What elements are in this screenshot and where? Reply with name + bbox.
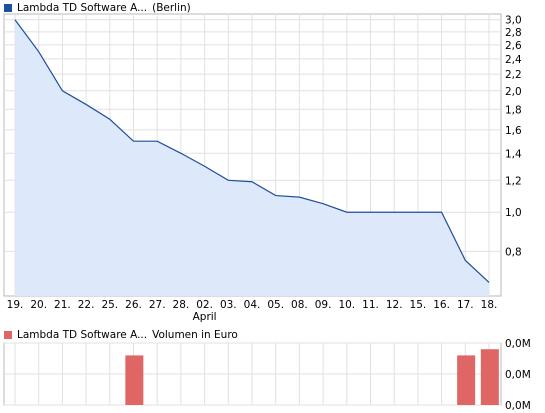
- price-month-label: April: [193, 311, 217, 323]
- price-xtick-label: 12.: [386, 299, 403, 311]
- price-xtick-label: 21.: [54, 299, 71, 311]
- price-legend-suffix: (Berlin): [152, 2, 191, 14]
- price-xtick-label: 16.: [433, 299, 450, 311]
- price-xtick-label: 18.: [481, 299, 498, 311]
- price-xtick-label: 22.: [78, 299, 95, 311]
- volume-ytick-label: 0,0M: [505, 369, 531, 381]
- price-ytick-label: 2,2: [505, 69, 522, 81]
- volume-legend: Lambda TD Software A... Volumen in Euro: [4, 328, 238, 342]
- price-ytick-label: 2,0: [505, 86, 522, 98]
- volume-ytick-label: 0,0M: [505, 400, 531, 412]
- price-ytick-label: 1,0: [505, 207, 522, 219]
- volume-legend-swatch: [4, 331, 12, 339]
- volume-bar: [125, 355, 144, 405]
- price-xtick-label: 19.: [7, 299, 24, 311]
- volume-bar: [480, 349, 499, 405]
- price-ytick-label: 1,8: [505, 104, 522, 116]
- volume-legend-suffix: Volumen in Euro: [152, 329, 238, 341]
- volume-legend-label: Lambda TD Software A...: [17, 329, 148, 341]
- price-legend-swatch: [4, 4, 12, 12]
- price-xtick-label: 08.: [291, 299, 308, 311]
- price-legend-label: Lambda TD Software A...: [17, 2, 148, 14]
- price-xtick-label: 26.: [125, 299, 142, 311]
- price-area-fill: [15, 19, 489, 297]
- price-series-line: [14, 19, 490, 283]
- price-xtick-label: 15.: [410, 299, 427, 311]
- volume-bar: [457, 355, 476, 405]
- price-xtick-label: 05.: [267, 299, 284, 311]
- price-xtick-label: 02.: [196, 299, 213, 311]
- price-ytick-label: 1,4: [505, 148, 522, 160]
- price-ytick-label: 2,6: [505, 40, 522, 52]
- price-xtick-label: 20.: [30, 299, 47, 311]
- price-ytick-label: 0,8: [505, 246, 522, 258]
- price-xtick-label: 17.: [457, 299, 474, 311]
- price-ytick-label: 3,0: [505, 15, 522, 27]
- price-xtick-label: 09.: [315, 299, 332, 311]
- price-xtick-label: 25.: [101, 299, 118, 311]
- price-ytick-label: 1,2: [505, 175, 522, 187]
- price-xtick-label: 04.: [244, 299, 261, 311]
- price-xtick-label: 10.: [338, 299, 355, 311]
- price-xtick-label: 11.: [362, 299, 379, 311]
- price-ytick-label: 2,8: [505, 27, 522, 39]
- price-xtick-label: 03.: [220, 299, 237, 311]
- price-xtick-label: 27.: [149, 299, 166, 311]
- price-legend: Lambda TD Software A... (Berlin): [4, 1, 191, 15]
- price-ytick-label: 2,4: [505, 54, 522, 66]
- price-ytick-label: 1,6: [505, 125, 522, 137]
- price-xtick-label: 28.: [173, 299, 190, 311]
- volume-ytick-label: 0,0M: [505, 338, 531, 350]
